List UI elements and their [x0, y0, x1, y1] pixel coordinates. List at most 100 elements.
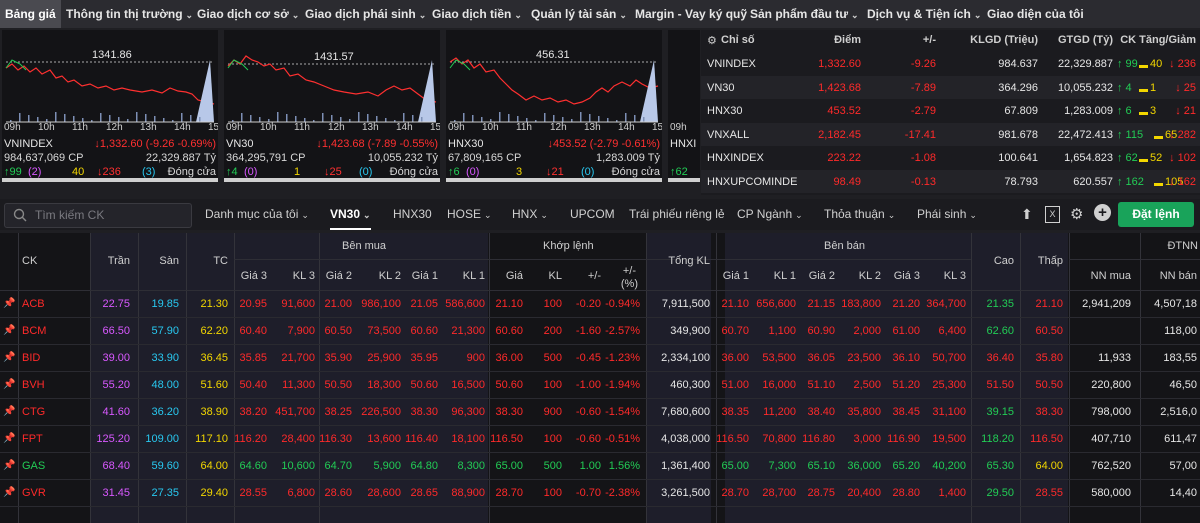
cell-tot: 7,911,500 — [661, 298, 710, 310]
tab-upcom[interactable]: UPCOM — [570, 199, 615, 230]
index-chart-vn30[interactable]: 1431.57 09h 10h 11h 12h 13h 14h 15h VN30 ↓1,423.6… — [224, 30, 440, 182]
cell-b1: 64.80 — [410, 460, 438, 472]
pin-icon[interactable]: 📌 — [3, 487, 16, 498]
pin-icon[interactable]: 📌 — [3, 433, 16, 444]
nav-item-6[interactable]: Margin - Vay ký quỹ — [635, 0, 747, 28]
add-icon[interactable]: + — [1094, 204, 1111, 221]
tab-ph-i-sinh[interactable]: Phái sinh ⌄ — [917, 199, 977, 230]
index-volume: 67,809,165 CP — [448, 152, 522, 164]
tab-tr-i-phi-u-ri-ng-l-[interactable]: Trái phiếu riêng lẻ — [629, 199, 725, 230]
chevron-down-icon: ⌄ — [484, 210, 492, 220]
gear-icon[interactable]: ⚙ — [707, 35, 717, 47]
table-row[interactable]: 📌 GAS 68.40 59.60 64.00 64.60 10,600 64.70 5,900… — [0, 453, 1200, 480]
excel-icon[interactable]: X — [1045, 206, 1060, 223]
cell-tran: 125.20 — [96, 433, 130, 445]
index-chart-hnx30[interactable]: 456.31 09h 10h 11h 12h 13h 14h 15h HNX30 ↓453.52 … — [446, 30, 662, 182]
cell-b2: 116.30 — [319, 433, 352, 445]
decliners: ↓ 102 — [1169, 152, 1196, 164]
cell-ck: ACB — [22, 298, 45, 310]
nav-item-2[interactable]: Giao dịch cơ sở ⌄ — [197, 0, 299, 28]
search-placeholder: Tìm kiếm CK — [35, 208, 105, 222]
cell-san: 33.90 — [151, 352, 179, 364]
nav-item-1[interactable]: Thông tin thị trường ⌄ — [66, 0, 193, 28]
index-name: VN30 — [226, 138, 254, 150]
index-chart-vnindex[interactable]: 1341.86 09h 10h 11h 12h 13h 14h 15h VNINDEX ↓1,33… — [2, 30, 218, 182]
tab-hnx30[interactable]: HNX30 — [393, 199, 432, 230]
nav-item-4[interactable]: Giao dịch tiền ⌄ — [432, 0, 522, 28]
tab-cp-ng-nh[interactable]: CP Ngành ⌄ — [737, 199, 803, 230]
pin-icon[interactable]: 📌 — [3, 325, 16, 336]
nav-item-9[interactable]: Giao diện của tôi — [987, 0, 1084, 28]
time-tick: 14h — [396, 122, 413, 133]
index-row[interactable]: HNX30 453.52 -2.79 67.809 1,283.009 ↑ 6 3 ↓ 21 — [701, 99, 1200, 122]
index-change: -0.13 — [910, 175, 936, 188]
table-row[interactable]: 📌 CTG 41.60 36.20 38.90 38.20 451,700 38.25 226,… — [0, 399, 1200, 426]
col-header-kl3: KL 3 — [292, 270, 315, 282]
cell-tran: 68.40 — [102, 460, 130, 472]
volume-bar — [163, 118, 165, 122]
index-row[interactable]: VNXALL 2,182.45 -17.41 981.678 22,472.413 ↑ 1… — [701, 122, 1200, 146]
col-header-skl1: KL 1 — [773, 270, 796, 282]
gear-icon[interactable]: ⚙ — [1070, 206, 1084, 223]
search-input[interactable]: Tìm kiếm CK — [4, 203, 192, 228]
pin-icon[interactable]: 📌 — [3, 379, 16, 390]
tab-label: Phái sinh — [917, 207, 967, 221]
table-row[interactable]: 📌 BCM 66.50 57.90 62.20 60.40 7,900 60.50 73,500… — [0, 318, 1200, 345]
nav-item-8[interactable]: Dịch vụ & Tiện ích ⌄ — [867, 0, 981, 28]
table-row[interactable]: 📌 BVH 55.20 48.00 51.60 50.40 11,300 50.50 18,30… — [0, 372, 1200, 399]
decliners: ↓ 236 — [1169, 58, 1196, 70]
index-change: -1.08 — [910, 152, 936, 164]
tab-hnx[interactable]: HNX ⌄ — [512, 199, 548, 230]
cell-tran: 31.45 — [102, 487, 130, 499]
pin-icon[interactable]: 📌 — [3, 352, 16, 363]
arrow-up-icon[interactable]: ⬆ — [1021, 206, 1033, 222]
chart-scrollbar[interactable] — [2, 178, 218, 182]
place-order-button[interactable]: Đặt lệnh — [1118, 202, 1194, 227]
tab-th-a-thu-n[interactable]: Thỏa thuận ⌄ — [824, 199, 895, 230]
tab-danh-m-c-c-a-t-i[interactable]: Danh mục của tôi ⌄ — [205, 199, 309, 230]
pin-icon[interactable]: 📌 — [3, 460, 16, 471]
volume-bar — [19, 113, 21, 122]
chart-scrollbar[interactable] — [668, 178, 700, 182]
pin-icon[interactable]: 📌 — [3, 406, 16, 417]
decliners: ↓ 25 — [1175, 81, 1196, 94]
cell-mc: -1.00 — [575, 379, 601, 391]
nav-item-7[interactable]: Sản phẩm đầu tư ⌄ — [750, 0, 859, 28]
volume-bar — [625, 113, 627, 122]
nav-item-3[interactable]: Giao dịch phái sinh ⌄ — [305, 0, 426, 28]
index-name: HNXINDEX — [707, 152, 764, 164]
sell-side-header: Bên bán — [824, 240, 865, 252]
index-row[interactable]: HNXINDEX 223.22 -1.08 100.641 1,654.823 ↑ 62 5… — [701, 146, 1200, 169]
column-divider — [90, 233, 91, 523]
cell-bk2: 226,500 — [361, 406, 401, 418]
advancers: ↑ 62 — [1117, 152, 1138, 164]
cell-s2: 51.10 — [807, 379, 835, 391]
cell-tot: 1,361,400 — [661, 460, 710, 472]
pin-icon[interactable]: 📌 — [3, 298, 16, 309]
index-point: 1,423.68 — [818, 81, 861, 94]
index-row[interactable]: VN30 1,423.68 -7.89 364.296 10,055.232 ↑ 4 1 ↓ … — [701, 75, 1200, 99]
cell-mp: -1.23% — [605, 352, 640, 364]
cell-bk2: 28,600 — [367, 487, 401, 499]
nav-item-5[interactable]: Quản lý tài sản ⌄ — [531, 0, 627, 28]
table-row[interactable]: 📌 BID 39.00 33.90 36.45 35.85 21,700 35.90 25,90… — [0, 345, 1200, 372]
tab-hose[interactable]: HOSE ⌄ — [447, 199, 492, 230]
tab-label: VN30 — [330, 207, 361, 221]
cell-sk3: 364,700 — [926, 298, 966, 310]
volume-bar — [199, 117, 201, 122]
table-row[interactable]: 📌 GVR 31.45 27.35 29.40 28.55 6,800 28.60 28,600… — [0, 480, 1200, 507]
index-row[interactable]: VNINDEX 1,332.60 -9.26 984.637 22,329.887 ↑ 9… — [701, 52, 1200, 75]
cell-b1: 21.05 — [410, 298, 438, 310]
chart-scrollbar[interactable] — [446, 178, 662, 182]
cell-bk3: 28,400 — [281, 433, 315, 445]
table-row[interactable]: 📌 ACB 22.75 19.85 21.30 20.95 91,600 21.00 986,1… — [0, 291, 1200, 318]
index-volume: 100.641 — [998, 152, 1038, 164]
index-row[interactable]: HNXUPCOMINDE 98.49 -0.13 78.793 620.557 ↑ 162… — [701, 169, 1200, 193]
index-chart-hnxi[interactable]: 09h HNXI ↑62 — [668, 30, 700, 182]
table-row[interactable]: 📌 FPT 125.20 109.00 117.10 116.20 28,400 116.30… — [0, 426, 1200, 453]
tab-vn30[interactable]: VN30 ⌄ — [330, 199, 371, 230]
time-tick: 11h — [72, 122, 88, 133]
tab-label: HNX30 — [393, 207, 432, 221]
nav-item-0[interactable]: Bảng giá — [0, 0, 61, 28]
chart-scrollbar[interactable] — [224, 178, 440, 182]
